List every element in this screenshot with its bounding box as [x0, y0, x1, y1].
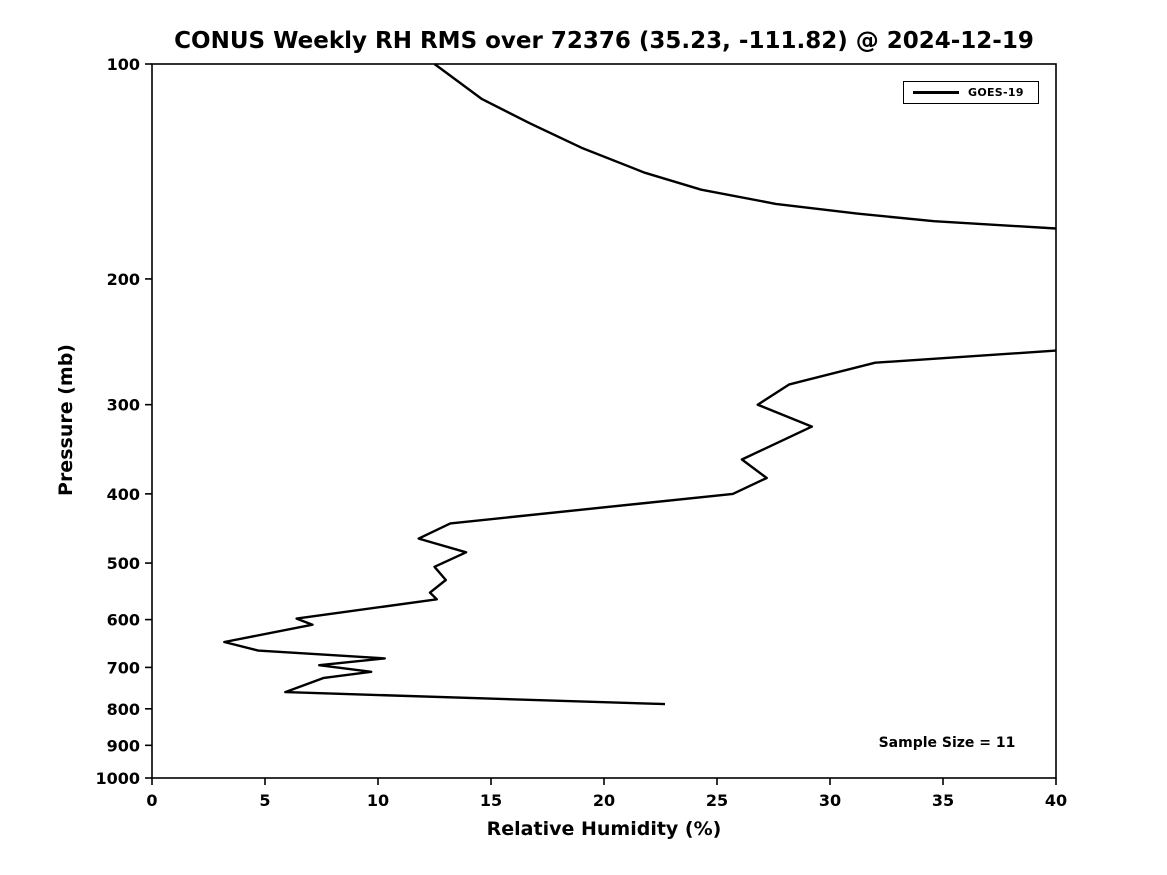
x-tick-label: 25 [706, 791, 728, 810]
y-tick-label: 400 [107, 485, 140, 504]
y-tick-label: 200 [107, 270, 140, 289]
series-line-goes-19 [223, 349, 1057, 706]
axes-box [151, 63, 1057, 779]
y-tick-label: 500 [107, 554, 140, 573]
y-tick-label: 1000 [95, 769, 140, 788]
x-tick-label: 35 [932, 791, 954, 810]
x-axis-label: Relative Humidity (%) [486, 818, 722, 840]
x-tick-label: 0 [146, 791, 157, 810]
y-tick-label: 100 [107, 55, 140, 74]
y-tick-label: 300 [107, 396, 140, 415]
y-tick-label: 600 [107, 611, 140, 630]
chart-title: CONUS Weekly RH RMS over 72376 (35.23, -… [174, 28, 1034, 54]
x-tick-label: 10 [367, 791, 389, 810]
x-tick-label: 40 [1045, 791, 1067, 810]
sample-size-annotation: Sample Size = 11 [878, 735, 1016, 751]
y-tick-label: 800 [107, 700, 140, 719]
y-tick-label: 900 [107, 736, 140, 755]
x-tick-label: 30 [819, 791, 841, 810]
legend: GOES-19 [903, 81, 1039, 104]
x-tick-label: 15 [480, 791, 502, 810]
legend-label: GOES-19 [968, 86, 1024, 99]
legend-line-sample [913, 91, 959, 94]
y-tick-label: 700 [107, 658, 140, 677]
x-tick-label: 5 [259, 791, 270, 810]
x-tick-label: 20 [593, 791, 615, 810]
series-line-goes-19 [433, 63, 1057, 230]
